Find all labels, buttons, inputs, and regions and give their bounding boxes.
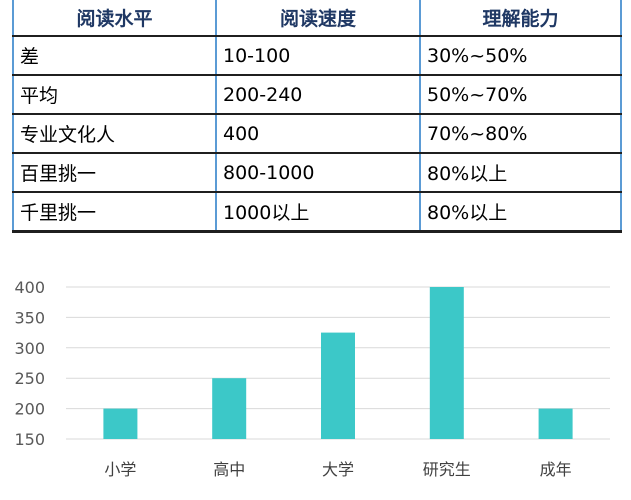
cell-level: 千里挑一 (13, 192, 217, 232)
header-comprehension: 理解能力 (420, 0, 621, 37)
y-tick-label: 250 (14, 369, 45, 388)
cell-comprehension: 80%以上 (420, 153, 621, 193)
x-category-label: 成年 (540, 460, 572, 479)
x-category-label: 高中 (213, 460, 245, 479)
cell-speed: 200-240 (216, 75, 421, 115)
table-row: 百里挑一 800-1000 80%以上 (13, 153, 621, 193)
cell-level: 百里挑一 (13, 153, 217, 193)
cell-comprehension: 30%~50% (420, 36, 621, 76)
table-row: 千里挑一 1000以上 80%以上 (13, 192, 621, 232)
cell-comprehension: 50%~70% (420, 75, 621, 115)
table-row: 差 10-100 30%~50% (13, 36, 621, 76)
cell-level: 差 (13, 36, 217, 76)
education-bar-chart: 150 200 250 300 350 400 小学 高中 大学 研究生 成年 (14, 278, 610, 479)
bar-2 (321, 332, 355, 439)
cell-comprehension: 70%~80% (420, 114, 621, 154)
bar-0 (103, 408, 138, 439)
cell-level: 专业文化人 (13, 114, 217, 154)
x-category-label: 大学 (322, 460, 354, 479)
y-tick-label: 150 (14, 430, 45, 449)
cell-comprehension: 80%以上 (427, 202, 508, 224)
bar-4 (538, 408, 573, 439)
cell-speed: 800-1000 (216, 153, 421, 193)
x-category-label: 研究生 (423, 460, 471, 479)
reading-level-table: 阅读水平 阅读速度 理解能力 差 10-100 30%~50% 平均 200-2… (12, 0, 622, 233)
reading-level-table-container: 阅读水平 阅读速度 理解能力 差 10-100 30%~50% 平均 200-2… (12, 0, 622, 233)
y-tick-label: 400 (14, 278, 45, 297)
y-tick-label: 300 (14, 339, 45, 358)
x-axis-category-labels: 小学 高中 大学 研究生 成年 (104, 460, 571, 479)
y-tick-label: 350 (14, 308, 45, 327)
y-axis-tick-labels: 150 200 250 300 350 400 (14, 278, 45, 449)
x-category-label: 小学 (104, 460, 136, 479)
cell-speed: 1000以上 (216, 192, 421, 232)
bars (103, 287, 573, 439)
header-reading-speed: 阅读速度 (216, 0, 421, 37)
cell-speed: 400 (216, 114, 421, 154)
header-reading-level: 阅读水平 (13, 0, 217, 37)
table-row: 平均 200-240 50%~70% (13, 75, 621, 115)
bar-3 (429, 287, 464, 439)
y-tick-label: 200 (14, 400, 45, 419)
cell-level: 平均 (13, 75, 217, 115)
cell-speed: 10-100 (216, 36, 421, 76)
table-row: 专业文化人 400 70%~80% (13, 114, 621, 154)
bar-1 (212, 378, 247, 439)
table-header-row: 阅读水平 阅读速度 理解能力 (13, 0, 621, 37)
